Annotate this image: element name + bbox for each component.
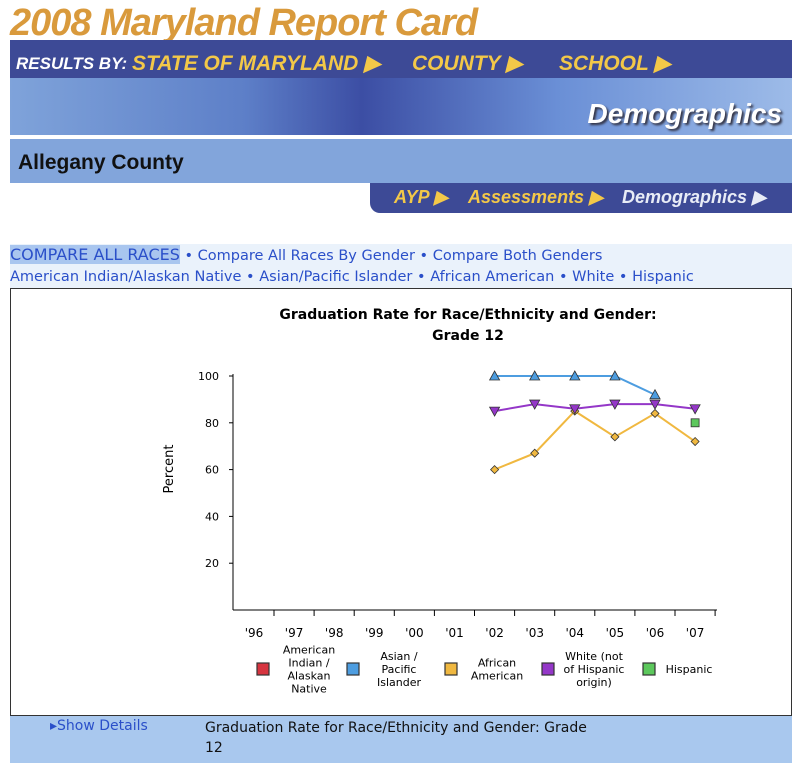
data-point [649, 399, 661, 410]
y-tick-label: 60 [205, 464, 219, 477]
x-tick-label: '99 [365, 626, 384, 640]
county-bar: Allegany County [10, 139, 792, 183]
details-title: Graduation Rate for Race/Ethnicity and G… [205, 720, 587, 756]
x-tick-label: '07 [686, 626, 705, 640]
separator: • [241, 269, 260, 285]
data-point [609, 370, 621, 381]
data-point [610, 432, 620, 442]
data-point [529, 370, 541, 381]
x-tick-label: '04 [566, 626, 585, 640]
nav-county[interactable]: COUNTY ▶ [412, 52, 523, 75]
link-compare-all-races[interactable]: COMPARE ALL RACES [10, 245, 180, 264]
separator: • [414, 248, 433, 264]
link-hispanic[interactable]: Hispanic [632, 269, 694, 285]
legend-label: Asian / Pacific Islander [377, 650, 421, 689]
details-bar: ▸Show Details Graduation Rate for Race/E… [10, 716, 792, 763]
link-compare-by-gender[interactable]: Compare All Races By Gender [197, 248, 415, 264]
x-tick-label: '01 [445, 626, 464, 640]
link-american-indian[interactable]: American Indian/Alaskan Native [10, 269, 242, 285]
banner: Demographics [10, 78, 792, 135]
data-point [530, 448, 540, 458]
graduation-chart: Graduation Rate for Race/Ethnicity and G… [162, 307, 717, 696]
results-by-label: RESULTS BY: [16, 54, 128, 73]
data-point [488, 406, 501, 417]
series-line [494, 409, 696, 471]
data-point [488, 370, 501, 381]
link-asian[interactable]: Asian/Pacific Islander [259, 269, 413, 285]
x-tick-label: '03 [525, 626, 544, 640]
data-point [690, 436, 700, 447]
section-title: Demographics [587, 98, 783, 129]
data-point [690, 418, 700, 428]
legend-label: American Indian / Alaskan Native [283, 644, 335, 696]
separator: • [554, 269, 573, 285]
subnav-demographics[interactable]: Demographics ▶ [622, 187, 766, 207]
y-axis-label: Percent [162, 445, 177, 494]
nav-state[interactable]: STATE OF MARYLAND ▶ [132, 52, 381, 75]
data-point [649, 388, 661, 400]
legend-swatch [256, 662, 270, 676]
link-african-american[interactable]: African American [430, 269, 555, 285]
x-tick-label: '96 [245, 626, 264, 640]
x-tick-label: '05 [606, 626, 625, 640]
data-point [650, 408, 660, 419]
legend-swatch [444, 662, 458, 676]
separator: • [614, 269, 633, 285]
data-point [609, 399, 621, 410]
legend-label: Hispanic [666, 663, 713, 676]
link-compare-both-genders[interactable]: Compare Both Genders [432, 248, 603, 264]
separator: • [412, 269, 431, 285]
subnav-assessments[interactable]: Assessments ▶ [468, 187, 603, 207]
subnav-ayp[interactable]: AYP ▶ [394, 187, 448, 207]
data-point [689, 404, 701, 415]
page-title: 2008 Maryland Report Card [10, 2, 478, 44]
data-point [529, 399, 541, 410]
chart-title-line1: Graduation Rate for Race/Ethnicity and G… [279, 307, 656, 323]
chart-container: Graduation Rate for Race/Ethnicity and G… [10, 288, 792, 716]
legend-label: African American [471, 657, 523, 683]
data-point [490, 465, 500, 475]
show-details-link[interactable]: ▸Show Details [50, 718, 148, 734]
link-white[interactable]: White [572, 269, 615, 285]
chart-title-line2: Grade 12 [432, 328, 504, 344]
legend-swatch [346, 662, 360, 676]
x-tick-label: '06 [646, 626, 665, 640]
separator: • [179, 248, 198, 264]
x-tick-label: '00 [405, 626, 424, 640]
x-tick-label: '98 [325, 626, 344, 640]
series-line [494, 403, 696, 413]
race-links: COMPARE ALL RACES • Compare All Races By… [10, 244, 792, 288]
data-point [569, 370, 581, 381]
legend-label: White (not of Hispanic origin) [564, 650, 625, 689]
x-tick-label: '02 [485, 626, 504, 640]
y-tick-label: 80 [205, 417, 219, 430]
county-name: Allegany County [18, 151, 184, 174]
legend-swatch [541, 662, 555, 676]
y-tick-label: 100 [198, 370, 219, 383]
legend-swatch [642, 662, 656, 676]
x-tick-label: '97 [285, 626, 304, 640]
y-tick-label: 20 [205, 557, 219, 570]
data-point [569, 404, 581, 415]
results-by-bar: RESULTS BY: STATE OF MARYLAND ▶ COUNTY ▶… [10, 40, 792, 78]
y-tick-label: 40 [205, 510, 219, 523]
sub-nav: AYP ▶ Assessments ▶ Demographics ▶ [370, 183, 792, 213]
nav-school[interactable]: SCHOOL ▶ [559, 52, 671, 75]
